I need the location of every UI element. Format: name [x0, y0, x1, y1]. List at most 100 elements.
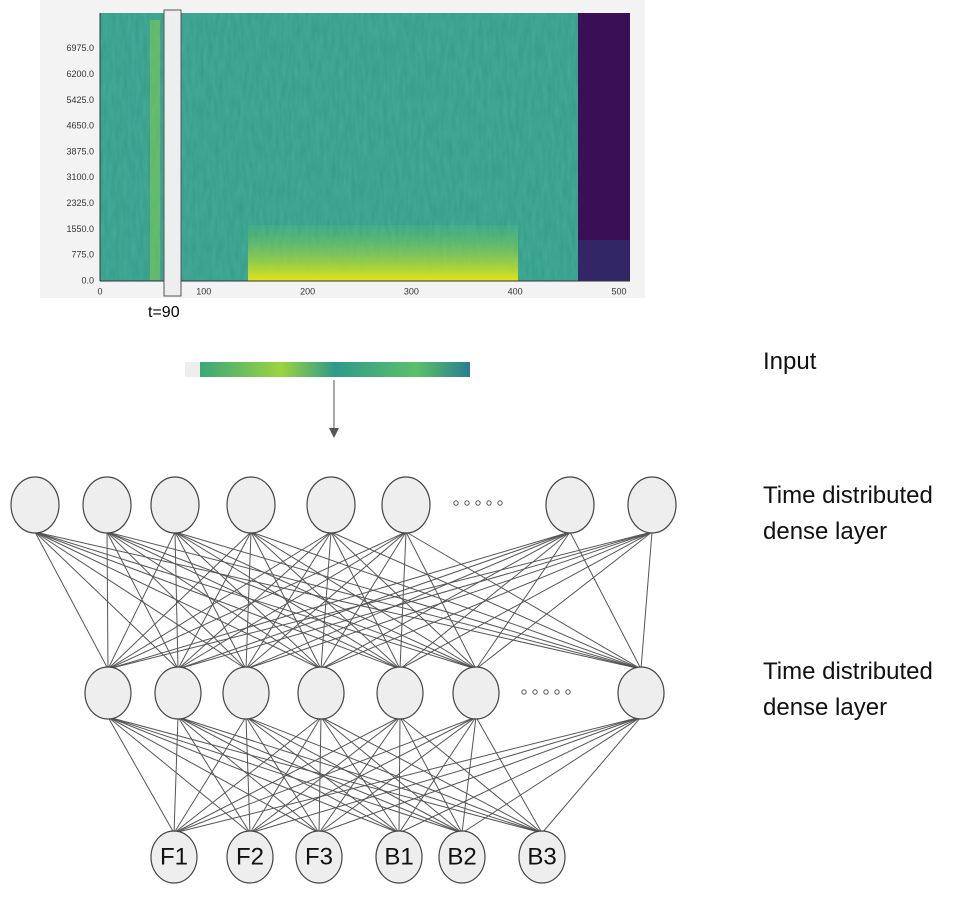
- edge: [106, 531, 401, 670]
- output-node: [150, 830, 198, 884]
- node: [82, 476, 132, 534]
- edge: [475, 531, 653, 670]
- y-tick-label: 3875.0: [66, 146, 94, 156]
- y-tick-label: 6200.0: [66, 69, 94, 79]
- edge: [399, 716, 463, 834]
- y-tick-label: 2325.0: [66, 198, 94, 208]
- node: [226, 476, 276, 534]
- edge: [318, 716, 401, 834]
- edge: [173, 716, 179, 834]
- edge: [177, 531, 332, 670]
- node: [617, 666, 665, 720]
- edge: [475, 531, 571, 670]
- ellipsis-dot: [521, 689, 527, 695]
- y-tick-label: 4650.0: [66, 121, 94, 131]
- y-tick-label: 0.0: [81, 275, 94, 285]
- edge: [107, 531, 332, 670]
- edge: [399, 531, 653, 670]
- node: [150, 476, 200, 534]
- y-tick-label: 775.0: [71, 250, 94, 260]
- edge: [398, 716, 642, 834]
- edge: [34, 531, 179, 670]
- edge: [541, 716, 642, 834]
- output-label: F2: [236, 843, 264, 870]
- edge: [399, 531, 407, 670]
- edge: [34, 531, 247, 670]
- input-pad: [185, 362, 200, 377]
- edge: [245, 531, 252, 670]
- edge: [318, 716, 642, 834]
- layer-label: Time distributed: [763, 658, 933, 685]
- edge: [461, 716, 642, 834]
- node: [376, 666, 424, 720]
- y-tick-label: 5425.0: [66, 95, 94, 105]
- x-tick-label: 100: [196, 286, 211, 296]
- edge: [177, 531, 571, 670]
- node: [627, 476, 677, 534]
- output-label: B2: [447, 843, 476, 870]
- node: [222, 666, 270, 720]
- edge: [107, 531, 252, 670]
- edge: [405, 531, 477, 670]
- edge: [318, 716, 477, 834]
- edge: [245, 531, 653, 670]
- ellipsis-dot: [543, 689, 549, 695]
- edge: [245, 716, 463, 834]
- input-strip: [200, 362, 470, 377]
- ellipsis-dot: [532, 689, 538, 695]
- node: [306, 476, 356, 534]
- edge: [249, 716, 477, 834]
- edge: [107, 716, 400, 834]
- edge: [398, 716, 401, 834]
- output-node: [518, 830, 566, 884]
- edge: [177, 531, 653, 670]
- edge: [245, 716, 400, 834]
- edge: [245, 716, 543, 834]
- edge: [174, 531, 179, 670]
- output-label: B3: [527, 843, 556, 870]
- edge: [34, 531, 401, 670]
- edge: [249, 716, 642, 834]
- ellipsis-dot: [453, 500, 459, 506]
- edge: [249, 716, 322, 834]
- ellipsis-dot: [464, 500, 470, 506]
- input-label: Input: [763, 348, 817, 375]
- layer-label: dense layer: [763, 518, 887, 545]
- edge: [107, 716, 251, 834]
- edge: [320, 531, 653, 670]
- ellipsis-dot: [554, 689, 560, 695]
- edge: [320, 531, 571, 670]
- edge: [330, 531, 401, 670]
- edge: [173, 716, 322, 834]
- edge: [34, 531, 109, 670]
- node: [84, 666, 132, 720]
- ellipsis-dot: [475, 500, 481, 506]
- y-tick-label: 3100.0: [66, 172, 94, 182]
- layer-label: dense layer: [763, 694, 887, 721]
- time-marker: [163, 9, 182, 297]
- edge: [173, 716, 642, 834]
- layer-label: Time distributed: [763, 482, 933, 509]
- edge: [245, 716, 320, 834]
- edge: [177, 531, 252, 670]
- edge: [640, 531, 653, 670]
- edge: [245, 531, 407, 670]
- x-tick-label: 0: [97, 286, 102, 296]
- edge: [320, 531, 407, 670]
- edge: [106, 531, 179, 670]
- edge: [177, 716, 400, 834]
- output-node: [226, 830, 274, 884]
- output-label: B1: [384, 843, 413, 870]
- edge: [173, 716, 401, 834]
- edge: [245, 531, 332, 670]
- x-tick-label: 400: [508, 286, 523, 296]
- edge: [245, 531, 571, 670]
- ellipsis-dot: [497, 500, 503, 506]
- node: [297, 666, 345, 720]
- output-node: [295, 830, 343, 884]
- y-tick-label: 6975.0: [66, 43, 94, 53]
- edge: [174, 531, 401, 670]
- edge: [106, 531, 109, 670]
- edge: [107, 531, 653, 670]
